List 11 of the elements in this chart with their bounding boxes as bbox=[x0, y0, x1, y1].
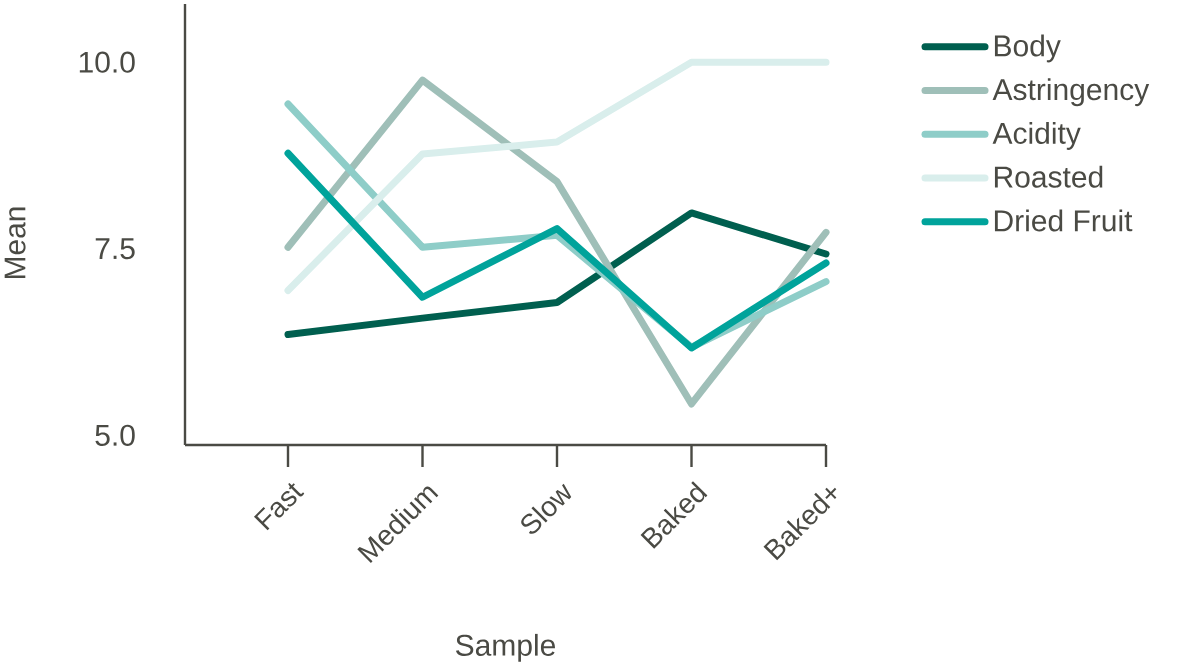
x-axis-title: Sample bbox=[455, 633, 555, 662]
y-axis-title: Mean bbox=[4, 207, 26, 279]
legend-label: Dried Fruit bbox=[994, 209, 1133, 232]
legend-label: Acidity bbox=[992, 121, 1081, 150]
y-tick-label: 5.0 bbox=[95, 424, 135, 446]
x-tick-label: Fast bbox=[253, 482, 305, 531]
y-tick-label: 10.0 bbox=[79, 51, 135, 73]
legend-label: Roasted bbox=[994, 165, 1103, 188]
y-tick-label: 7.5 bbox=[95, 238, 135, 260]
legend-label: Astringency bbox=[992, 78, 1150, 107]
legend-label: Body bbox=[994, 34, 1061, 63]
